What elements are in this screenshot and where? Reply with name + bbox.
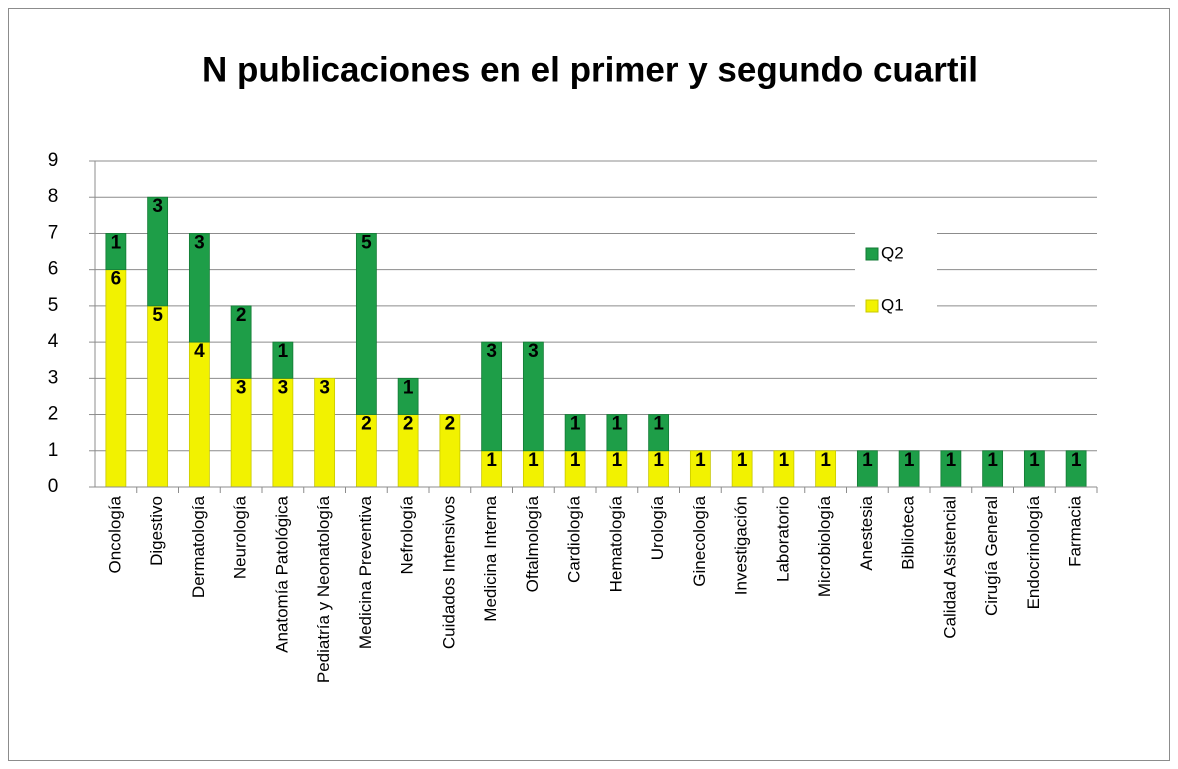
- x-tick-label: Digestivo: [147, 496, 166, 566]
- data-label: 1: [278, 341, 289, 362]
- y-tick-label: 2: [48, 404, 59, 425]
- x-tick-label: Cuidados Intensivos: [439, 496, 458, 649]
- data-label: 1: [862, 450, 873, 471]
- y-tick-label: 0: [48, 476, 59, 497]
- data-label: 1: [820, 450, 831, 471]
- data-label: 1: [987, 450, 998, 471]
- data-label: 1: [570, 414, 581, 435]
- bar-segment: [105, 233, 127, 271]
- bar-segment: [147, 305, 169, 488]
- data-label: 1: [612, 450, 623, 471]
- y-tick-label: 9: [48, 150, 59, 171]
- data-label: 6: [111, 269, 122, 290]
- data-label: 1: [1071, 450, 1082, 471]
- bar-segment: [564, 414, 586, 452]
- x-tick-label: Microbiología: [815, 495, 834, 597]
- legend-swatch: [865, 247, 879, 261]
- x-tick-label: Cardiología: [565, 495, 584, 582]
- x-tick-label: Medicina Preventiva: [356, 495, 375, 649]
- data-label: 3: [486, 341, 497, 362]
- data-label: 1: [528, 450, 539, 471]
- data-label: 1: [779, 450, 790, 471]
- data-label: 1: [737, 450, 748, 471]
- x-tick-label: Dermatología: [189, 495, 208, 598]
- bar-segment: [648, 414, 670, 452]
- x-tick-label: Calidad Asistencial: [940, 496, 959, 639]
- x-tick-label: Medicina Interna: [481, 495, 500, 621]
- data-label: 3: [152, 196, 163, 217]
- data-label: 1: [946, 450, 957, 471]
- data-label: 5: [361, 232, 372, 253]
- legend-swatch: [865, 299, 879, 313]
- bar-segment: [481, 341, 503, 452]
- bar-segment: [105, 269, 127, 488]
- data-label: 2: [445, 414, 456, 435]
- x-tick-label: Anatomía Patológica: [272, 495, 291, 652]
- x-tick-label: Oncología: [105, 495, 124, 573]
- x-tick-label: Endocrinología: [1024, 495, 1043, 609]
- data-label: 1: [653, 414, 664, 435]
- bar-segment: [522, 341, 544, 452]
- data-label: 1: [570, 450, 581, 471]
- chart-title: N publicaciones en el primer y segundo c…: [202, 50, 978, 89]
- bar-segment: [355, 233, 377, 415]
- data-label: 1: [486, 450, 497, 471]
- data-label: 3: [194, 232, 205, 253]
- x-tick-label: Farmacia: [1066, 495, 1085, 566]
- x-tick-label: Laboratorio: [773, 496, 792, 582]
- y-tick-label: 4: [48, 331, 59, 352]
- chart-border: [8, 8, 1170, 761]
- x-tick-label: Oftalmología: [523, 495, 542, 592]
- data-label: 3: [278, 377, 289, 398]
- y-tick-label: 8: [48, 186, 59, 207]
- x-tick-label: Cirugía General: [982, 496, 1001, 616]
- data-label: 1: [1029, 450, 1040, 471]
- x-tick-label: Anestesia: [857, 495, 876, 570]
- data-label: 5: [152, 305, 163, 326]
- y-tick-label: 6: [48, 259, 59, 280]
- bar-segment: [188, 341, 210, 488]
- x-tick-label: Biblioteca: [899, 495, 918, 569]
- data-label: 4: [194, 341, 205, 362]
- y-tick-label: 5: [48, 295, 59, 316]
- x-tick-label: Neurología: [231, 495, 250, 579]
- data-label: 3: [528, 341, 539, 362]
- bar-segment: [272, 341, 294, 379]
- x-tick-label: Urología: [648, 495, 667, 560]
- data-label: 1: [111, 232, 122, 253]
- data-label: 2: [236, 305, 247, 326]
- legend-label: Q1: [881, 295, 904, 314]
- bar-segment: [147, 196, 169, 307]
- x-tick-label: Pediatría y Neonatología: [314, 495, 333, 683]
- legend-label: Q2: [881, 243, 904, 262]
- data-label: 3: [236, 377, 247, 398]
- data-label: 1: [904, 450, 915, 471]
- y-tick-label: 3: [48, 367, 59, 388]
- data-label: 1: [653, 450, 664, 471]
- data-label: 1: [403, 377, 414, 398]
- bar-segment: [230, 305, 252, 379]
- y-tick-label: 7: [48, 222, 59, 243]
- data-label: 2: [403, 414, 414, 435]
- data-label: 3: [319, 377, 330, 398]
- x-tick-label: Hematología: [606, 495, 625, 592]
- x-tick-label: Ginecología: [690, 495, 709, 586]
- data-label: 1: [612, 414, 623, 435]
- y-tick-label: 1: [48, 440, 59, 461]
- x-tick-label: Nefrología: [398, 495, 417, 574]
- bar-segment: [606, 414, 628, 452]
- bar-segment: [397, 377, 419, 415]
- data-label: 2: [361, 414, 372, 435]
- bar-segment: [188, 233, 210, 343]
- data-label: 1: [695, 450, 706, 471]
- x-tick-label: Investigación: [732, 496, 751, 595]
